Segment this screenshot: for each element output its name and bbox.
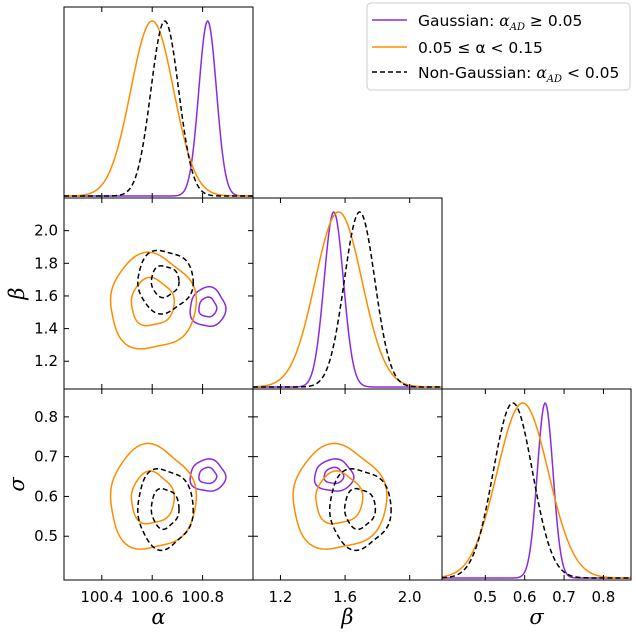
contour-mid-alpha-beta-level2 [109,251,198,350]
contour-nongaussian-alpha-sigma-level1 [150,487,180,531]
contour-nongaussian-alpha-beta-level1 [150,265,180,299]
legend-label-gaussian: Gaussian: αAD ≥ 0.05 [418,12,582,33]
marginal-curve-mid-alpha [64,20,253,197]
y-tick-label-sigma: 0.7 [34,448,58,466]
panel-frame [252,388,443,581]
x-tick-label-beta: 2.0 [398,588,422,606]
marginal-curve-mid-beta [253,211,442,388]
panel-beta-vs-sigma [252,388,443,581]
panel-frame [252,197,443,390]
contour-gaussian-beta-sigma-level2 [313,458,355,492]
marginal-curve-nongaussian-beta [253,211,442,388]
contour-gaussian-alpha-sigma-level1 [198,466,218,485]
contour-nongaussian-beta-sigma-level2 [328,468,392,552]
contour-nongaussian-alpha-beta-level2 [137,249,195,315]
panels: 100.4 100.6 100.8 1.2 1.6 2.0 0.5 0.6 0.7 0.8 1.2 1… [5,6,632,629]
y-tick-label-beta: 2.0 [34,222,58,240]
marginal-curve-gaussian-alpha [64,19,253,197]
panel-alpha-marginal [63,6,254,199]
panel-frame [63,197,254,390]
x-tick-label-sigma: 0.7 [552,588,576,606]
x-axis-label-sigma: σ [529,605,544,629]
panel-sigma-marginal [441,388,632,581]
y-tick-label-beta: 1.6 [34,287,58,305]
x-tick-label-sigma: 0.5 [473,588,497,606]
x-axis-label-alpha: α [151,605,165,629]
y-tick-label-beta: 1.4 [34,320,58,338]
x-axis-label-beta: β [340,605,353,629]
contour-nongaussian-alpha-sigma-level2 [137,468,195,552]
panel-alpha-vs-beta [63,197,254,390]
marginal-curve-gaussian-beta [253,211,442,388]
x-tick-label-sigma: 0.8 [592,588,616,606]
legend-frame [366,2,631,91]
y-tick-label-beta: 1.2 [34,352,58,370]
contour-mid-alpha-sigma-level1 [130,470,176,525]
marginal-curve-nongaussian-sigma [442,402,631,579]
contour-gaussian-alpha-beta-level1 [198,296,218,318]
x-tick-label-sigma: 0.6 [513,588,537,606]
y-tick-label-beta: 1.8 [34,254,58,272]
panel-beta-marginal [252,197,443,390]
x-tick-label-alpha: 100.6 [131,588,174,606]
x-tick-label-alpha: 100.4 [80,588,123,606]
y-axis-label-beta: β [5,287,29,300]
panel-frame [63,388,254,581]
y-tick-label-sigma: 0.6 [34,487,58,505]
x-tick-label-beta: 1.2 [269,588,293,606]
contour-gaussian-alpha-beta-level2 [189,285,227,328]
y-tick-label-sigma: 0.5 [34,527,58,545]
contour-gaussian-beta-sigma-level1 [323,466,345,485]
marginal-curve-mid-sigma [442,402,631,579]
x-tick-label-alpha: 100.8 [181,588,224,606]
contour-nongaussian-beta-sigma-level1 [343,487,377,531]
y-axis-label-sigma: σ [5,477,29,492]
contour-mid-beta-sigma-level2 [292,442,388,550]
x-tick-label-beta: 1.6 [333,588,357,606]
contour-mid-alpha-beta-level1 [130,276,176,327]
legend: Gaussian: αAD ≥ 0.05 0.05 ≤ α < 0.15 Non… [366,2,631,91]
y-tick-label-sigma: 0.8 [34,408,58,426]
legend-label-nongaussian: Non-Gaussian: αAD < 0.05 [418,64,619,85]
legend-label-mid: 0.05 ≤ α < 0.15 [418,39,543,57]
contour-mid-beta-sigma-level1 [315,470,364,525]
contour-mid-alpha-sigma-level2 [109,442,198,550]
panel-alpha-vs-sigma [63,388,254,581]
